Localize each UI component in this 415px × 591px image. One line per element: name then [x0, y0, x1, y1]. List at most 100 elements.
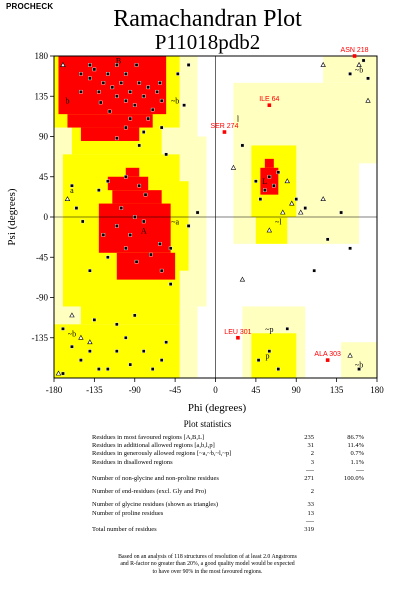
residue-point: [123, 335, 128, 340]
stats-percent: 1.1%: [350, 458, 364, 466]
stats-count: 31: [307, 442, 315, 450]
generous-region: [341, 342, 377, 378]
glycine-point: [60, 61, 66, 67]
residue-point: [92, 318, 97, 322]
outlier-point: [267, 103, 272, 107]
residue-point: [119, 81, 124, 85]
residue-point: [141, 130, 146, 134]
glycine-point: [230, 164, 237, 170]
stats-count: 13: [307, 509, 315, 517]
region-label: ~b: [355, 65, 363, 74]
residue-point: [61, 327, 65, 331]
stats-row-proline: Number of proline residues 13: [92, 510, 382, 518]
stats-label: Number of end-residues (excl. Gly and Pr…: [92, 488, 207, 496]
residue-point: [106, 179, 110, 184]
x-tick-label: 135: [330, 385, 344, 395]
residue-point: [276, 367, 281, 371]
residue-point: [88, 349, 92, 353]
glycine-point: [320, 196, 326, 202]
residue-point: [303, 206, 308, 210]
residue-point: [339, 210, 343, 215]
stats-count: 319: [304, 525, 314, 533]
core-region: [107, 176, 149, 191]
glycine-point: [280, 209, 286, 215]
residue-point: [74, 206, 79, 210]
glycine-point: [365, 97, 371, 103]
residue-point: [176, 72, 180, 76]
glycine-point: [78, 334, 84, 340]
residue-point: [186, 63, 191, 67]
glycine-point: [55, 370, 62, 376]
residue-point: [141, 94, 146, 99]
divider-dashes: ----: [306, 467, 314, 474]
note-line: Based on an analysis of 118 structures o…: [118, 554, 297, 560]
residue-point: [263, 188, 267, 192]
residue-point: [182, 103, 186, 107]
glycine-point: [347, 352, 353, 358]
core-region: [264, 158, 274, 168]
x-tick-label: -135: [86, 385, 103, 395]
residue-point: [132, 313, 137, 318]
stats-table: Residues in most favoured regions [A,B,L…: [92, 434, 382, 534]
x-tick-label: 45: [251, 385, 261, 395]
note-line: to have over 90% in the most favoured re…: [152, 568, 263, 575]
y-tick-label: 90: [39, 132, 49, 142]
outlier-point: [222, 130, 227, 134]
region-labels: b ~b Bl L ~l a ~a Ap ~p ~b ~b ~b: [65, 56, 363, 369]
data-points: [55, 58, 371, 376]
residue-point: [123, 125, 128, 130]
residue-point: [110, 85, 115, 90]
divider-dashes: ----: [356, 467, 364, 474]
residue-point: [98, 100, 103, 105]
outlier-label: LEU 301: [224, 329, 251, 336]
residue-point: [146, 85, 151, 90]
stats-count: 2: [310, 488, 314, 496]
outlier-point: [325, 358, 330, 362]
glycine-point: [289, 200, 295, 206]
glycine-point: [320, 61, 326, 67]
stats-row-generous: Residues in generously allowed regions […: [92, 450, 382, 458]
stats-row-allowed: Residues in additional allowed regions […: [92, 442, 382, 450]
residue-point: [123, 174, 128, 179]
residue-point: [159, 268, 164, 273]
residue-point: [92, 67, 97, 72]
residue-point: [137, 81, 142, 85]
residue-point: [134, 259, 139, 264]
glycine-point: [69, 312, 75, 318]
residue-point: [119, 206, 124, 210]
analysis-note: Based on an analysis of 118 structures o…: [60, 554, 355, 576]
residue-point: [159, 125, 164, 130]
region-label: ~p: [265, 325, 273, 334]
residue-point: [141, 219, 146, 224]
region-label: L: [262, 177, 267, 186]
glycine-point: [298, 209, 304, 215]
residue-point: [141, 349, 146, 353]
residue-point: [137, 183, 142, 188]
residue-point: [80, 219, 85, 224]
region-label: A: [141, 226, 147, 235]
stats-row-total: Total number of residues 319: [92, 526, 382, 534]
stats-label: Number of proline residues: [92, 509, 164, 517]
x-tick-label: -180: [46, 385, 63, 395]
residue-point: [101, 81, 106, 85]
residue-point: [128, 116, 133, 121]
stats-row-core: Residues in most favoured regions [A,B,L…: [92, 434, 382, 442]
program-name: PROCHECK: [6, 2, 54, 11]
residue-point: [150, 367, 155, 371]
residue-point: [115, 94, 119, 99]
residue-point: [272, 183, 276, 188]
residue-point: [88, 268, 92, 273]
residue-point: [195, 210, 200, 215]
y-tick-label: -135: [32, 333, 49, 343]
residue-point: [106, 367, 110, 371]
residue-point: [79, 358, 83, 362]
residue-point: [97, 89, 101, 94]
residue-point: [164, 340, 168, 345]
x-axis-label: Phi (degrees): [188, 402, 247, 414]
y-tick-label: -90: [36, 293, 48, 303]
residue-point: [254, 179, 258, 184]
y-axis-label: Psi (degrees): [6, 188, 18, 245]
stats-percent: 11.4%: [347, 442, 364, 450]
outlier-label: ALA 303: [314, 351, 341, 358]
stats-row-end-residues: Number of end-residues (excl. Gly and Pr…: [92, 488, 382, 496]
